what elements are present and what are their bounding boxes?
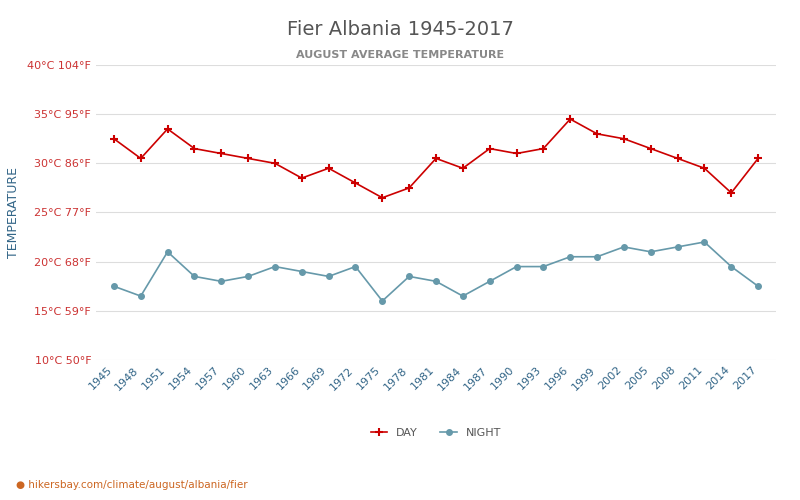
DAY bbox=[700, 165, 710, 171]
DAY bbox=[619, 136, 629, 141]
DAY bbox=[243, 156, 253, 162]
NIGHT bbox=[485, 278, 494, 284]
Text: ● hikersbay.com/climate/august/albania/fier: ● hikersbay.com/climate/august/albania/f… bbox=[16, 480, 248, 490]
DAY bbox=[673, 156, 682, 162]
Y-axis label: TEMPERATURE: TEMPERATURE bbox=[7, 167, 20, 258]
Line: DAY: DAY bbox=[110, 115, 762, 202]
NIGHT bbox=[297, 268, 306, 274]
DAY bbox=[566, 116, 575, 122]
DAY bbox=[270, 160, 280, 166]
DAY bbox=[754, 156, 763, 162]
NIGHT bbox=[512, 264, 522, 270]
NIGHT bbox=[566, 254, 575, 260]
NIGHT bbox=[646, 249, 655, 255]
NIGHT bbox=[162, 249, 172, 255]
DAY bbox=[162, 126, 172, 132]
Line: NIGHT: NIGHT bbox=[111, 239, 761, 304]
Text: AUGUST AVERAGE TEMPERATURE: AUGUST AVERAGE TEMPERATURE bbox=[296, 50, 504, 60]
DAY bbox=[404, 185, 414, 191]
DAY bbox=[485, 146, 494, 152]
NIGHT bbox=[619, 244, 629, 250]
NIGHT bbox=[458, 293, 468, 299]
DAY bbox=[458, 165, 468, 171]
DAY bbox=[646, 146, 655, 152]
DAY bbox=[726, 190, 736, 196]
NIGHT bbox=[136, 293, 146, 299]
DAY bbox=[297, 175, 306, 181]
NIGHT bbox=[350, 264, 360, 270]
DAY bbox=[512, 150, 522, 156]
NIGHT bbox=[243, 274, 253, 280]
DAY bbox=[190, 146, 199, 152]
NIGHT bbox=[190, 274, 199, 280]
NIGHT bbox=[592, 254, 602, 260]
NIGHT bbox=[538, 264, 548, 270]
NIGHT bbox=[378, 298, 387, 304]
DAY bbox=[350, 180, 360, 186]
DAY bbox=[109, 136, 118, 141]
DAY bbox=[324, 165, 334, 171]
NIGHT bbox=[109, 283, 118, 289]
DAY bbox=[538, 146, 548, 152]
NIGHT bbox=[270, 264, 280, 270]
NIGHT bbox=[700, 239, 710, 245]
NIGHT bbox=[754, 283, 763, 289]
DAY bbox=[136, 156, 146, 162]
DAY bbox=[592, 131, 602, 137]
Legend: DAY, NIGHT: DAY, NIGHT bbox=[366, 424, 506, 443]
NIGHT bbox=[404, 274, 414, 280]
DAY bbox=[378, 194, 387, 200]
NIGHT bbox=[673, 244, 682, 250]
NIGHT bbox=[431, 278, 441, 284]
Text: Fier Albania 1945-2017: Fier Albania 1945-2017 bbox=[286, 20, 514, 39]
NIGHT bbox=[726, 264, 736, 270]
DAY bbox=[431, 156, 441, 162]
DAY bbox=[217, 150, 226, 156]
NIGHT bbox=[217, 278, 226, 284]
NIGHT bbox=[324, 274, 334, 280]
